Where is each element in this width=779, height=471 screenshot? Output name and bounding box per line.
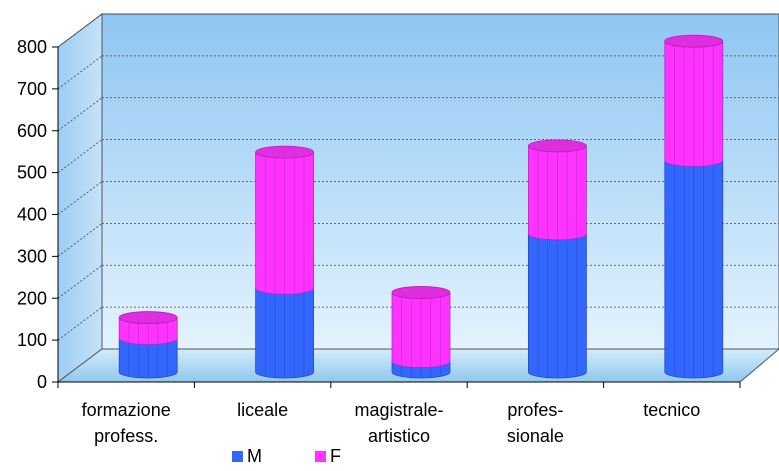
legend: M: [232, 445, 262, 466]
legend-swatch-m: [232, 450, 243, 462]
gridline-side: [57, 139, 103, 173]
gridline-side: [57, 55, 103, 90]
bar-top-f: [391, 286, 451, 299]
gridline-side: [57, 13, 103, 48]
y-tick-label: 600: [17, 121, 47, 141]
side-wall: [57, 13, 103, 383]
legend-label-f: F: [330, 445, 341, 466]
gridline-side: [57, 306, 103, 341]
x-tick-label: tecnico: [643, 400, 700, 420]
gridline-side: [57, 97, 103, 132]
bar-top-f: [118, 311, 178, 324]
y-tick-label: 100: [17, 330, 47, 350]
legend-swatch-f: [315, 450, 326, 462]
gridline-side: [57, 264, 103, 299]
y-tick-label: 0: [37, 372, 47, 392]
legend: F: [315, 445, 341, 466]
y-tick-label: 200: [17, 288, 47, 308]
gridline-side: [57, 181, 103, 215]
x-tick-label: magistrale-artistico: [354, 400, 443, 446]
y-axis-ticks: 0 100 200 300 400 500 600 700 800: [17, 37, 58, 392]
gridline-side: [57, 223, 103, 257]
x-tick-label: formazione profess.: [82, 400, 171, 446]
bar-top-f: [528, 139, 587, 153]
y-tick-label: 300: [17, 246, 47, 266]
bars: [118, 34, 724, 379]
x-axis-ticks: formazione profess. liceale magistrale-arti…: [57, 382, 741, 446]
y-tick-label: 700: [17, 79, 47, 99]
y-tick-label: 400: [17, 205, 47, 225]
x-tick-label: liceale: [237, 400, 288, 420]
y-tick-label: 800: [17, 37, 47, 57]
bar-top-f: [255, 145, 315, 159]
legend-label-m: M: [247, 445, 262, 466]
bar-top-f: [664, 34, 724, 48]
y-tick-label: 500: [17, 163, 47, 183]
x-tick-label: profes-sionale: [507, 400, 564, 446]
